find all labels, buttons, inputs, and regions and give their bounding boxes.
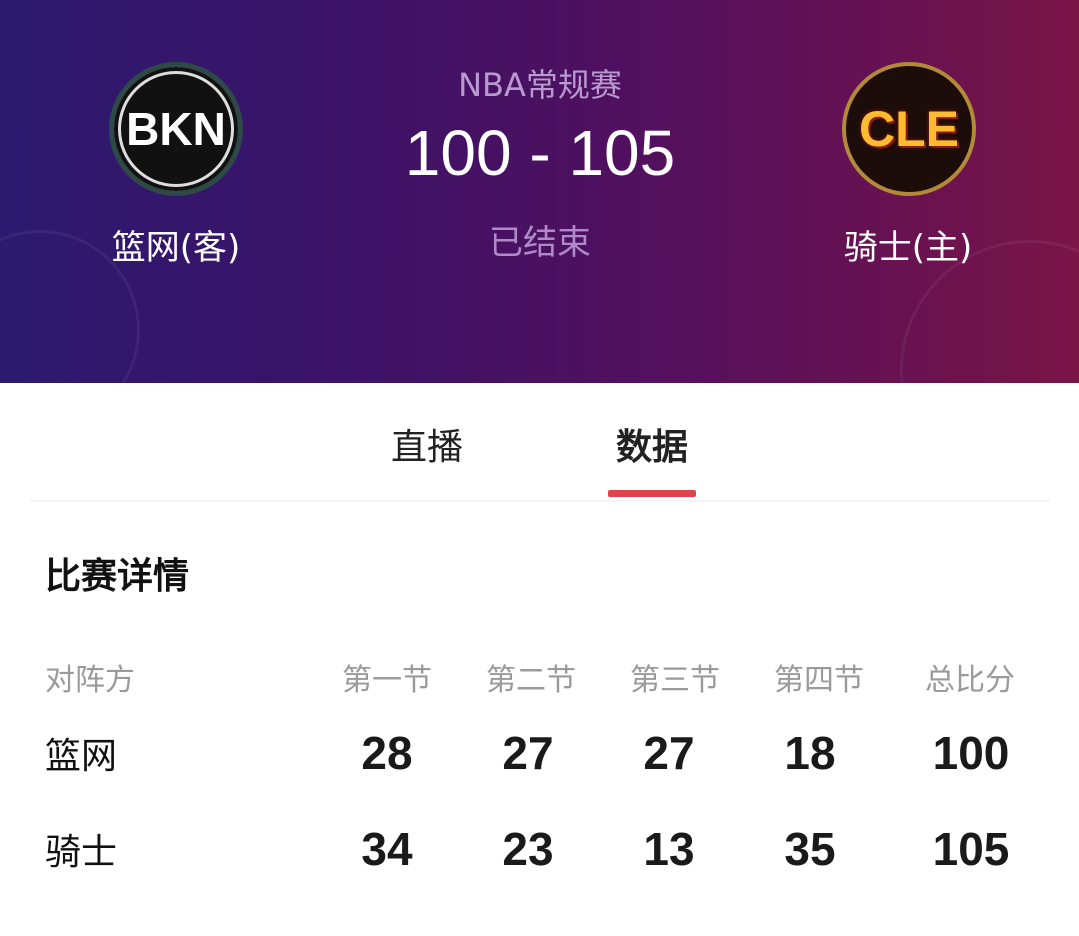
- score-q1: 34: [361, 823, 413, 875]
- score-q2: 23: [502, 823, 554, 875]
- header-q4: 第四节: [774, 663, 864, 698]
- final-score: 100 - 105: [404, 117, 676, 189]
- active-tab-indicator: [608, 490, 696, 497]
- home-team-name[interactable]: 骑士(主): [843, 228, 973, 268]
- header-q1: 第一节: [342, 663, 432, 698]
- tab-stats[interactable]: 数据: [615, 427, 688, 468]
- away-logo-text: BKN: [126, 103, 226, 155]
- league-label: NBA常规赛: [458, 66, 622, 104]
- section-title: 比赛详情: [45, 556, 190, 597]
- score-q3: 27: [643, 727, 695, 779]
- home-team-logo[interactable]: CLE: [842, 62, 976, 196]
- game-header: BKN 篮网(客) NBA常规赛 100 - 105 已结束 CLE 骑士(主): [0, 0, 1079, 383]
- game-status: 已结束: [489, 223, 591, 263]
- score-total: 100: [932, 727, 1010, 779]
- header-total: 总比分: [925, 663, 1015, 698]
- home-logo-text: CLE: [859, 101, 959, 157]
- score-q4: 18: [784, 727, 836, 779]
- tab-live[interactable]: 直播: [390, 427, 463, 468]
- score-q3: 13: [643, 823, 695, 875]
- header-team: 对阵方: [45, 663, 135, 698]
- row-team: 骑士: [45, 832, 118, 873]
- score-total: 105: [932, 823, 1010, 875]
- away-team-logo[interactable]: BKN: [109, 62, 243, 196]
- away-team-name[interactable]: 篮网(客): [111, 228, 241, 268]
- header-q2: 第二节: [486, 663, 576, 698]
- score-q2: 27: [502, 727, 554, 779]
- tab-divider: [30, 500, 1050, 502]
- header-q3: 第三节: [630, 663, 720, 698]
- score-q1: 28: [361, 727, 413, 779]
- row-team: 篮网: [45, 736, 118, 777]
- score-q4: 35: [784, 823, 836, 875]
